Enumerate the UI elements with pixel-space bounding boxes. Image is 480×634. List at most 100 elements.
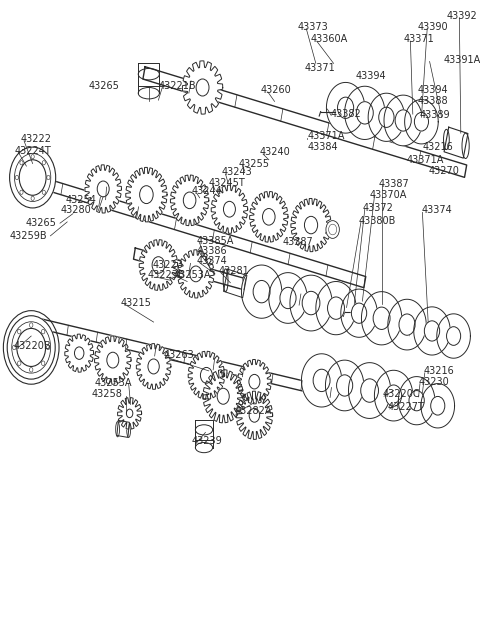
- Text: 43222: 43222: [20, 134, 51, 145]
- Text: 43382: 43382: [330, 109, 361, 119]
- Text: 43240: 43240: [259, 147, 290, 157]
- Text: 43259B: 43259B: [10, 231, 47, 241]
- Circle shape: [74, 347, 84, 359]
- Polygon shape: [23, 172, 366, 288]
- Polygon shape: [374, 370, 413, 421]
- Text: 43265: 43265: [26, 218, 57, 228]
- Text: 43360A: 43360A: [311, 34, 348, 44]
- Text: 43370A: 43370A: [370, 190, 407, 200]
- Polygon shape: [118, 398, 142, 429]
- Polygon shape: [301, 354, 342, 407]
- Polygon shape: [95, 336, 131, 384]
- Polygon shape: [203, 370, 243, 423]
- Circle shape: [313, 369, 330, 392]
- Polygon shape: [388, 299, 426, 350]
- Polygon shape: [224, 269, 247, 297]
- Polygon shape: [238, 359, 271, 404]
- Text: 43384: 43384: [307, 142, 338, 152]
- Polygon shape: [211, 185, 248, 233]
- Polygon shape: [368, 93, 405, 141]
- Text: 43373: 43373: [298, 22, 328, 32]
- Text: 43389: 43389: [420, 110, 451, 120]
- Polygon shape: [325, 360, 364, 411]
- Text: 43394: 43394: [418, 85, 448, 95]
- Text: 43394: 43394: [355, 71, 386, 81]
- Text: 43220C: 43220C: [383, 389, 420, 399]
- Text: 43280: 43280: [60, 205, 91, 216]
- Circle shape: [249, 408, 260, 422]
- Polygon shape: [241, 265, 282, 318]
- Polygon shape: [361, 292, 402, 345]
- Polygon shape: [195, 420, 213, 440]
- Circle shape: [12, 322, 51, 373]
- Circle shape: [337, 97, 354, 119]
- Polygon shape: [250, 191, 288, 242]
- Polygon shape: [345, 86, 385, 139]
- Circle shape: [385, 385, 402, 406]
- Text: 43380B: 43380B: [359, 216, 396, 226]
- Text: 43239: 43239: [192, 436, 223, 446]
- Circle shape: [196, 79, 209, 96]
- Text: 43392: 43392: [446, 11, 477, 21]
- Polygon shape: [178, 250, 214, 298]
- Circle shape: [326, 221, 339, 238]
- Circle shape: [424, 321, 440, 341]
- Circle shape: [3, 311, 59, 384]
- Text: 43371: 43371: [305, 63, 336, 74]
- Text: 43223: 43223: [153, 260, 183, 270]
- Text: 43263: 43263: [163, 350, 194, 360]
- Polygon shape: [348, 363, 391, 418]
- Text: 43372: 43372: [362, 203, 393, 213]
- Text: 43215: 43215: [121, 298, 152, 308]
- Polygon shape: [414, 307, 450, 355]
- Text: 43374: 43374: [197, 256, 228, 266]
- Polygon shape: [138, 63, 159, 86]
- Circle shape: [190, 266, 202, 281]
- Polygon shape: [398, 377, 435, 425]
- Circle shape: [217, 388, 229, 404]
- Polygon shape: [326, 82, 365, 133]
- Polygon shape: [117, 420, 130, 437]
- Polygon shape: [236, 391, 273, 439]
- Text: 43254: 43254: [65, 195, 96, 205]
- Circle shape: [431, 396, 445, 415]
- Circle shape: [379, 107, 394, 127]
- Polygon shape: [38, 318, 360, 404]
- Circle shape: [14, 153, 51, 202]
- Text: 43260: 43260: [260, 85, 291, 95]
- Polygon shape: [85, 165, 121, 213]
- Text: 43371A: 43371A: [407, 155, 444, 165]
- Polygon shape: [269, 273, 307, 323]
- Polygon shape: [316, 281, 356, 335]
- Circle shape: [351, 303, 367, 323]
- Circle shape: [373, 307, 390, 330]
- Circle shape: [304, 216, 318, 234]
- Text: 43265: 43265: [88, 81, 119, 91]
- Circle shape: [7, 316, 55, 379]
- Text: 43221B: 43221B: [158, 81, 196, 91]
- Circle shape: [446, 327, 461, 346]
- Text: 43224T: 43224T: [14, 146, 51, 156]
- Text: 43253A: 43253A: [174, 270, 211, 280]
- Text: 43227T: 43227T: [388, 402, 425, 412]
- Polygon shape: [65, 334, 94, 372]
- Text: 43371: 43371: [403, 34, 434, 44]
- Text: 43253A: 43253A: [95, 378, 132, 388]
- Text: 43220B: 43220B: [13, 340, 51, 351]
- Polygon shape: [170, 175, 209, 226]
- Text: 43270: 43270: [428, 166, 459, 176]
- Text: 43281: 43281: [218, 266, 249, 276]
- Circle shape: [409, 391, 424, 411]
- Circle shape: [224, 202, 235, 217]
- Text: 43244: 43244: [192, 186, 223, 197]
- Text: 43255: 43255: [239, 158, 270, 169]
- Text: 43223B: 43223B: [148, 270, 185, 280]
- Circle shape: [280, 287, 296, 309]
- Polygon shape: [341, 289, 377, 337]
- Polygon shape: [143, 67, 467, 178]
- Polygon shape: [136, 344, 171, 389]
- Polygon shape: [437, 314, 470, 358]
- Circle shape: [97, 181, 109, 197]
- Text: 43385A: 43385A: [197, 236, 234, 246]
- Polygon shape: [444, 127, 468, 158]
